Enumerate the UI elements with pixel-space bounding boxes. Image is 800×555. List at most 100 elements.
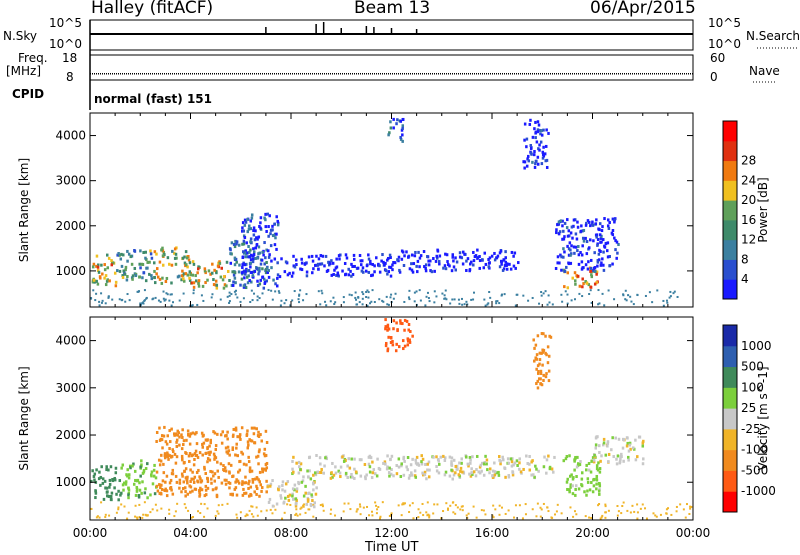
echo-point <box>599 240 602 244</box>
echo-point <box>233 245 237 249</box>
echo-point <box>163 425 166 429</box>
echo-point <box>480 469 483 473</box>
echo-point <box>392 126 395 130</box>
ground-scatter-point <box>325 304 328 307</box>
echo-point <box>160 483 163 487</box>
echo-point <box>144 250 147 254</box>
echo-point <box>242 284 246 288</box>
echo-point <box>171 249 174 253</box>
echo-point <box>535 159 538 163</box>
echo-point <box>234 453 237 457</box>
echo-point <box>602 250 605 254</box>
echo-point <box>472 470 476 474</box>
y-tick-label: 3000 <box>55 381 86 395</box>
echo-point <box>628 443 632 447</box>
echo-point <box>563 269 566 273</box>
ground-scatter-point <box>636 503 639 506</box>
echo-point <box>504 260 507 264</box>
echo-point <box>114 471 118 475</box>
echo-point <box>184 272 188 276</box>
echo-point <box>335 273 338 277</box>
echo-point <box>138 481 141 485</box>
echo-point <box>596 243 599 247</box>
echo-point <box>276 223 280 227</box>
echo-point <box>553 455 556 459</box>
echo-point <box>273 243 277 247</box>
echo-point <box>201 284 205 288</box>
ground-scatter-point <box>444 289 447 292</box>
echo-point <box>311 259 315 263</box>
echo-point <box>257 478 260 482</box>
ground-scatter-point <box>356 508 359 511</box>
echo-point <box>338 471 342 475</box>
ground-scatter-point <box>597 504 600 507</box>
ground-scatter-point <box>588 293 591 296</box>
ground-scatter-point <box>655 515 658 518</box>
ground-scatter-point <box>329 300 332 303</box>
echo-point <box>455 260 459 264</box>
echo-point <box>468 269 471 273</box>
echo-point <box>236 435 239 439</box>
ground-scatter-point <box>291 299 294 302</box>
ground-scatter-point <box>451 298 454 301</box>
ground-scatter-point <box>347 502 350 505</box>
ground-scatter-point <box>604 511 607 514</box>
ground-scatter-point <box>604 505 607 508</box>
echo-point <box>260 489 263 493</box>
ground-scatter-point <box>250 505 253 508</box>
echo-point <box>452 265 456 269</box>
echo-point <box>401 322 404 326</box>
echo-point <box>611 233 615 237</box>
echo-point <box>586 489 589 493</box>
echo-point <box>155 267 159 271</box>
echo-point <box>170 488 173 492</box>
echo-point <box>592 268 595 272</box>
echo-point <box>558 261 561 265</box>
ground-scatter-point <box>666 301 669 304</box>
ground-scatter-point <box>334 514 337 517</box>
echo-point <box>607 460 610 464</box>
ground-scatter-point <box>521 517 524 520</box>
echo-point <box>407 255 410 259</box>
echo-point <box>461 262 465 266</box>
ground-scatter-point <box>371 514 374 517</box>
echo-point <box>251 257 255 261</box>
ground-scatter-point <box>412 517 415 520</box>
echo-point <box>581 244 584 248</box>
echo-point <box>276 219 279 223</box>
echo-point <box>547 379 551 383</box>
echo-point <box>275 215 278 219</box>
echo-point <box>569 248 572 252</box>
echo-point <box>234 428 238 432</box>
echo-point <box>151 482 155 486</box>
ground-scatter-point <box>578 292 581 295</box>
echo-point <box>252 233 256 237</box>
echo-point <box>539 382 542 386</box>
echo-point <box>153 463 156 467</box>
echo-point <box>347 273 351 277</box>
ground-scatter-point <box>242 297 245 300</box>
colorbar-tick-label: 1000 <box>741 339 772 353</box>
echo-point <box>484 262 488 266</box>
echo-point <box>356 266 360 270</box>
echo-point <box>103 268 107 272</box>
colorbar-segment <box>723 160 737 181</box>
echo-point <box>628 441 632 445</box>
echo-point <box>460 457 463 461</box>
echo-point <box>542 154 546 158</box>
ground-scatter-point <box>104 516 107 519</box>
echo-point <box>482 266 486 270</box>
echo-point <box>490 254 494 258</box>
echo-point <box>536 120 540 124</box>
ground-scatter-point <box>135 516 138 519</box>
ground-scatter-point <box>192 292 195 295</box>
echo-point <box>135 487 139 491</box>
echo-point <box>113 478 117 482</box>
echo-point <box>517 261 520 265</box>
echo-point <box>386 258 389 262</box>
echo-point <box>162 251 166 255</box>
ground-scatter-point <box>250 289 253 292</box>
echo-point <box>244 491 248 495</box>
echo-point <box>242 487 245 491</box>
echo-point <box>324 456 327 460</box>
